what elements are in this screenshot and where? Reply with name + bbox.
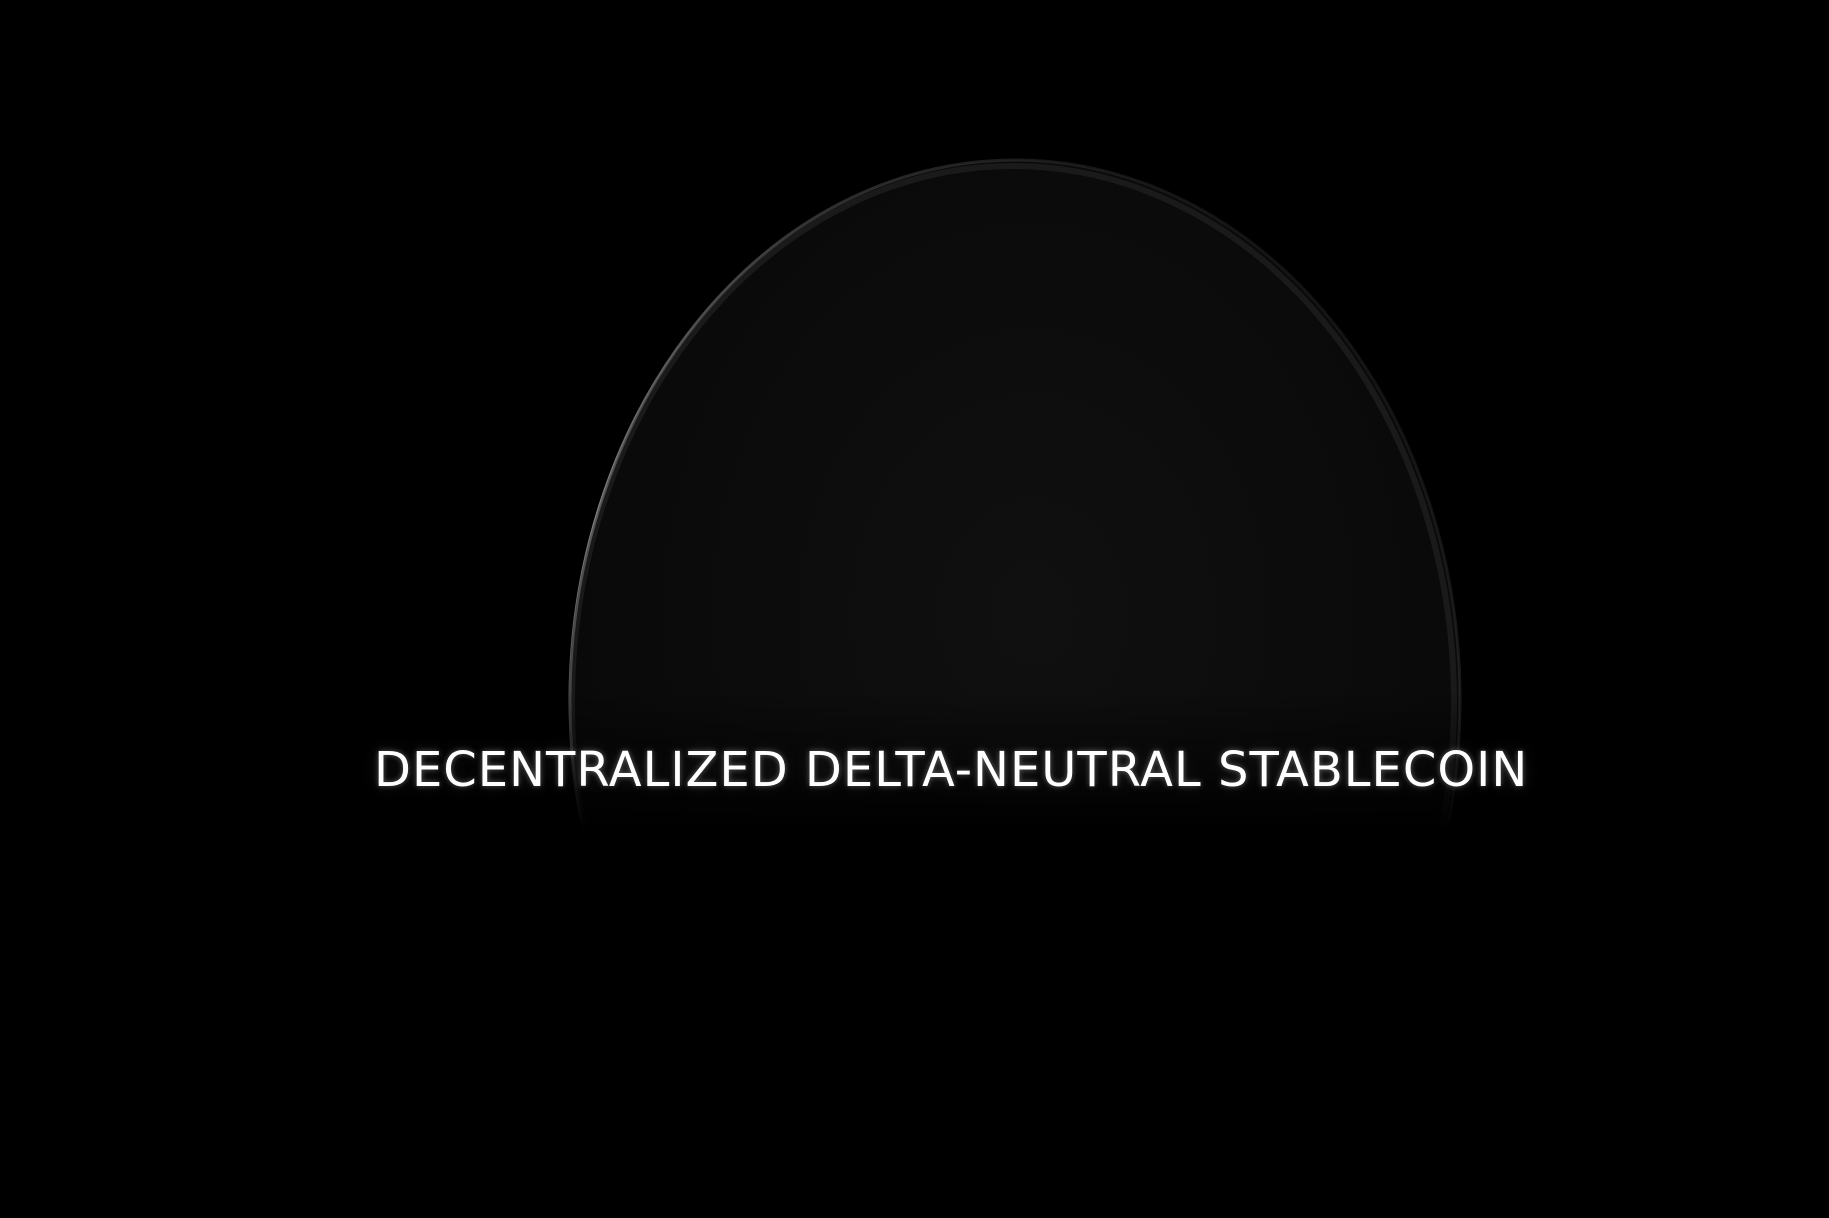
horizon-fade xyxy=(0,690,1829,830)
lower-void xyxy=(0,830,1829,1218)
hero-tagline: DECENTRALIZED DELTA-NEUTRAL STABLECOIN xyxy=(374,742,1529,798)
planet-body xyxy=(570,160,1460,830)
